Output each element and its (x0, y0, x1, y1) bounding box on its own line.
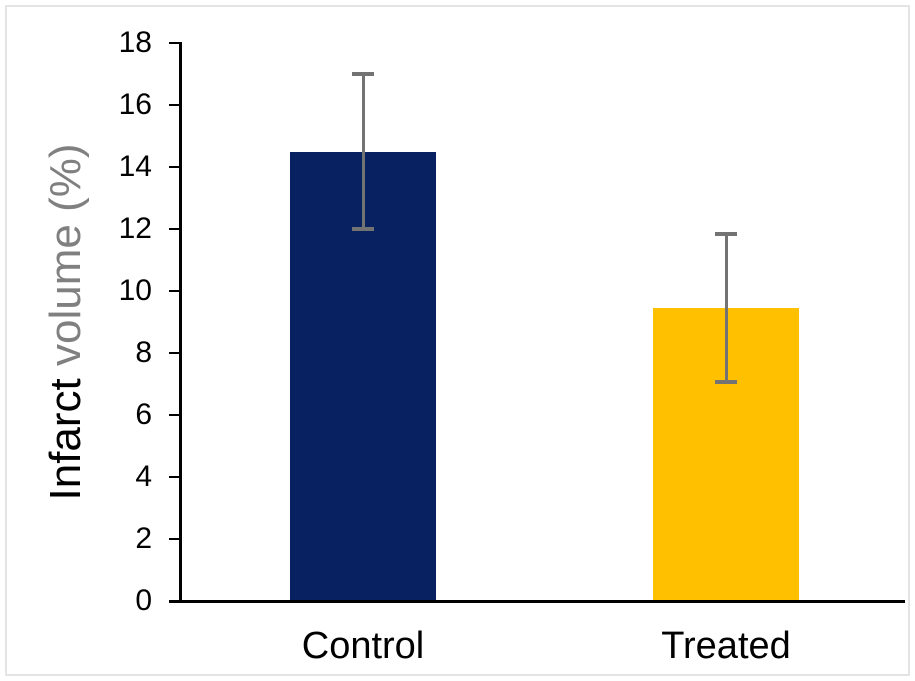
y-tick-label: 0 (135, 584, 152, 617)
y-tick-label: 10 (118, 274, 152, 307)
y-tick (169, 166, 181, 168)
y-tick-label: 4 (135, 460, 152, 493)
y-tick (169, 476, 181, 478)
y-tick-label: 2 (135, 522, 152, 555)
y-tick-label: 6 (135, 398, 152, 431)
error-bar-cap (352, 227, 374, 231)
error-bar-line (724, 233, 728, 383)
x-category-label-treated: Treated (661, 625, 791, 667)
y-tick (169, 352, 181, 354)
y-tick-label: 14 (118, 150, 152, 183)
y-axis-line (179, 42, 182, 603)
y-tick-label: 12 (118, 212, 152, 245)
y-tick-label: 16 (118, 88, 152, 121)
y-tick (169, 42, 181, 44)
error-bar-cap (352, 72, 374, 76)
y-tick (169, 290, 181, 292)
error-bar-cap (715, 380, 737, 385)
y-tick (169, 538, 181, 540)
y-tick-label: 18 (118, 26, 152, 59)
error-bar-cap (715, 231, 737, 236)
y-tick (169, 104, 181, 106)
x-category-label-control: Control (301, 625, 425, 667)
y-tick-label: 8 (135, 336, 152, 369)
error-bar-line (361, 74, 365, 229)
y-tick (169, 414, 181, 416)
x-axis-line (169, 600, 905, 603)
y-tick (169, 228, 181, 230)
